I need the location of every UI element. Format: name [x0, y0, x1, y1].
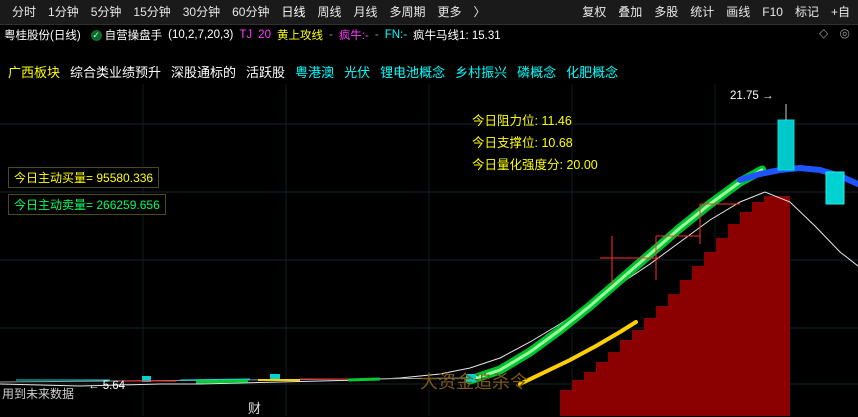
toolbar-button-duogu[interactable]: 多股 [654, 5, 679, 19]
legend-sep-1: - [328, 29, 333, 41]
quant-value: 20.00 [566, 158, 598, 172]
period-tab-8[interactable]: 月线 [353, 5, 378, 19]
period-tab-7[interactable]: 周线 [317, 5, 342, 19]
sector-tag-row[interactable]: 广西板块 综合类业绩预升 深股通标的 活跃股 粤港澳 光伏 锂电池概念 乡村振兴… [0, 60, 858, 82]
quant-label: 今日量化强度分: [472, 158, 563, 172]
legend-sep-2: - [374, 29, 379, 41]
quant-strength-line: 今日量化强度分: 20.00 [472, 154, 598, 173]
active-sell-value: 266259.656 [96, 198, 160, 212]
support-label: 今日支撑位: [472, 136, 538, 150]
chevron-right-icon[interactable]: 〉 [473, 5, 486, 19]
period-tab-2[interactable]: 5分钟 [90, 5, 122, 19]
fengniu-green-core [468, 168, 764, 382]
sector-tag-6[interactable]: 锂电池概念 [380, 64, 446, 80]
legend-series-2: 疯牛:- [338, 30, 369, 42]
period-toolbar[interactable]: 分时 1分钟 5分钟 15分钟 30分钟 60分钟 日线 周线 月线 多周期 更… [0, 0, 858, 25]
active-buy-label: 今日主动买量= [14, 171, 94, 185]
period-tab-10[interactable]: 更多 [437, 5, 462, 19]
volume-area-red [560, 196, 790, 416]
support-line: 今日支撑位: 10.68 [472, 132, 573, 151]
sector-tag-1[interactable]: 综合类业绩预升 [70, 64, 162, 80]
sector-tag-0[interactable]: 广西板块 [8, 64, 61, 80]
sector-tag-4[interactable]: 粤港澳 [295, 64, 335, 80]
future-data-warning: 用到未来数据 [2, 387, 75, 401]
sector-tag-5[interactable]: 光伏 [344, 64, 371, 80]
legend-series-1: 黄上攻线 [276, 30, 323, 42]
active-buy-value: 95580.336 [96, 171, 154, 185]
resistance-label: 今日阻力位: [472, 114, 538, 128]
low-price-tag: ← 5.64 [88, 380, 126, 392]
sector-tag-8[interactable]: 磷概念 [517, 64, 557, 80]
sector-tag-2[interactable]: 深股通标的 [171, 64, 237, 80]
sector-tag-7[interactable]: 乡村振兴 [455, 64, 508, 80]
toolbar-button-add[interactable]: +自 [830, 5, 850, 19]
check-icon: ✓ [90, 29, 102, 41]
period-toolbar-left[interactable]: 分时 1分钟 5分钟 15分钟 30分钟 60分钟 日线 周线 月线 多周期 更… [0, 0, 492, 24]
indicator-info-row: 粤桂股份(日线) ✓ 自营操盘手 (10,2,7,20,3) TJ 20 黄上攻… [0, 25, 858, 45]
toolbar-button-f10[interactable]: F10 [762, 5, 783, 19]
support-value: 10.68 [541, 136, 573, 150]
yellow-attack-line [518, 320, 638, 386]
resistance-line: 今日阻力位: 11.46 [472, 110, 572, 129]
info-row-icons[interactable]: ◇ ◎ [818, 26, 854, 40]
indicator-hidden-2: 20 [258, 29, 271, 41]
indicator-hidden-1: TJ [239, 29, 253, 41]
price-chart-canvas[interactable]: 股票论坛 [0, 84, 858, 416]
legend-series-4: 疯牛马线1: 15.31 [413, 30, 501, 42]
high-candle-body [777, 119, 795, 171]
period-tab-9[interactable]: 多周期 [389, 5, 426, 19]
indicator-name[interactable]: 自营操盘手 [104, 30, 163, 42]
sector-tag-3[interactable]: 活跃股 [246, 64, 286, 80]
white-ma-line [0, 191, 858, 387]
sector-tag-9[interactable]: 化肥概念 [566, 64, 619, 80]
active-sell-label-box: 今日主动卖量= 266259.656 [8, 194, 166, 215]
toolbar-button-biaoji[interactable]: 标记 [794, 5, 819, 19]
signal-watermark: 大资金追杀令 [420, 372, 528, 392]
high-price-tag: 21.75 → [730, 90, 774, 102]
period-tab-5[interactable]: 60分钟 [232, 5, 270, 19]
toolbar-button-huaxian[interactable]: 画线 [726, 5, 751, 19]
legend-series-3: FN:- [384, 29, 408, 41]
active-sell-label: 今日主动卖量= [14, 198, 94, 212]
stock-code-name[interactable]: 粤桂股份(日线) [4, 30, 81, 42]
period-toolbar-right[interactable]: 复权 叠加 多股 统计 画线 F10 标记 +自 [576, 0, 856, 24]
period-tab-4[interactable]: 30分钟 [182, 5, 221, 19]
period-tab-1[interactable]: 1分钟 [48, 5, 79, 19]
resistance-value: 11.46 [541, 114, 572, 128]
footer-mark: 财 [248, 401, 262, 416]
toolbar-button-fuquan[interactable]: 复权 [582, 5, 607, 19]
indicator-params[interactable]: (10,2,7,20,3) [168, 29, 234, 41]
active-buy-label-box: 今日主动买量= 95580.336 [8, 167, 160, 188]
toolbar-button-diejia[interactable]: 叠加 [618, 5, 643, 19]
period-tab-0[interactable]: 分时 [12, 5, 37, 19]
toolbar-button-tongji[interactable]: 统计 [690, 5, 715, 19]
period-tab-6[interactable]: 日线 [281, 5, 306, 19]
last-candle-body [825, 171, 845, 205]
period-tab-3[interactable]: 15分钟 [133, 5, 171, 19]
chart-svg [0, 84, 858, 416]
